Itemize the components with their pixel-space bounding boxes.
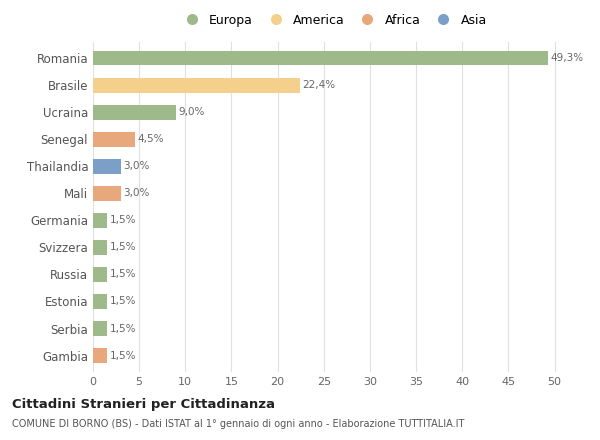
Legend: Europa, America, Africa, Asia: Europa, America, Africa, Asia — [175, 10, 491, 31]
Bar — [93, 240, 107, 255]
Text: COMUNE DI BORNO (BS) - Dati ISTAT al 1° gennaio di ogni anno - Elaborazione TUTT: COMUNE DI BORNO (BS) - Dati ISTAT al 1° … — [12, 419, 464, 429]
Text: 49,3%: 49,3% — [551, 53, 584, 63]
Text: 1,5%: 1,5% — [110, 215, 136, 225]
Bar — [93, 132, 134, 147]
Text: 9,0%: 9,0% — [179, 107, 205, 117]
Text: 3,0%: 3,0% — [124, 161, 150, 171]
Bar — [93, 213, 107, 228]
Text: 1,5%: 1,5% — [110, 269, 136, 279]
Bar — [93, 105, 176, 120]
Bar — [93, 348, 107, 363]
Bar — [93, 267, 107, 282]
Text: 1,5%: 1,5% — [110, 242, 136, 253]
Text: 1,5%: 1,5% — [110, 297, 136, 307]
Text: Cittadini Stranieri per Cittadinanza: Cittadini Stranieri per Cittadinanza — [12, 398, 275, 411]
Text: 22,4%: 22,4% — [302, 80, 335, 90]
Bar — [93, 51, 548, 66]
Text: 1,5%: 1,5% — [110, 351, 136, 360]
Text: 3,0%: 3,0% — [124, 188, 150, 198]
Bar — [93, 294, 107, 309]
Bar — [93, 77, 300, 92]
Bar — [93, 321, 107, 336]
Bar — [93, 186, 121, 201]
Bar — [93, 159, 121, 174]
Text: 1,5%: 1,5% — [110, 323, 136, 334]
Text: 4,5%: 4,5% — [137, 134, 164, 144]
